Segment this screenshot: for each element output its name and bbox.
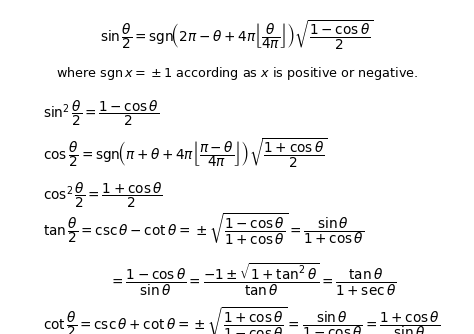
Text: $\cos\dfrac{\theta}{2} = \mathrm{sgn}\!\left(\pi + \theta + 4\pi\left\lfloor\dfr: $\cos\dfrac{\theta}{2} = \mathrm{sgn}\!\…	[43, 137, 328, 170]
Text: $\sin^2\dfrac{\theta}{2} = \dfrac{1-\cos\theta}{2}$: $\sin^2\dfrac{\theta}{2} = \dfrac{1-\cos…	[43, 99, 159, 128]
Text: $= \dfrac{1-\cos\theta}{\sin\theta} = \dfrac{-1\pm\sqrt{1+\tan^2\theta}}{\tan\th: $= \dfrac{1-\cos\theta}{\sin\theta} = \d…	[109, 262, 396, 298]
Text: where $\mathrm{sgn}\,x = \pm1$ according as $x$ is positive or negative.: where $\mathrm{sgn}\,x = \pm1$ according…	[56, 65, 418, 82]
Text: $\cot\dfrac{\theta}{2} = \csc\theta + \cot\theta = \pm\sqrt{\dfrac{1+\cos\theta}: $\cot\dfrac{\theta}{2} = \csc\theta + \c…	[43, 306, 440, 334]
Text: $\sin\dfrac{\theta}{2} = \mathrm{sgn}\!\left(2\pi - \theta + 4\pi\left\lfloor\df: $\sin\dfrac{\theta}{2} = \mathrm{sgn}\!\…	[100, 18, 374, 52]
Text: $\tan\dfrac{\theta}{2} = \csc\theta - \cot\theta = \pm\sqrt{\dfrac{1-\cos\theta}: $\tan\dfrac{\theta}{2} = \csc\theta - \c…	[43, 212, 364, 247]
Text: $\cos^2\dfrac{\theta}{2} = \dfrac{1+\cos\theta}{2}$: $\cos^2\dfrac{\theta}{2} = \dfrac{1+\cos…	[43, 181, 163, 210]
